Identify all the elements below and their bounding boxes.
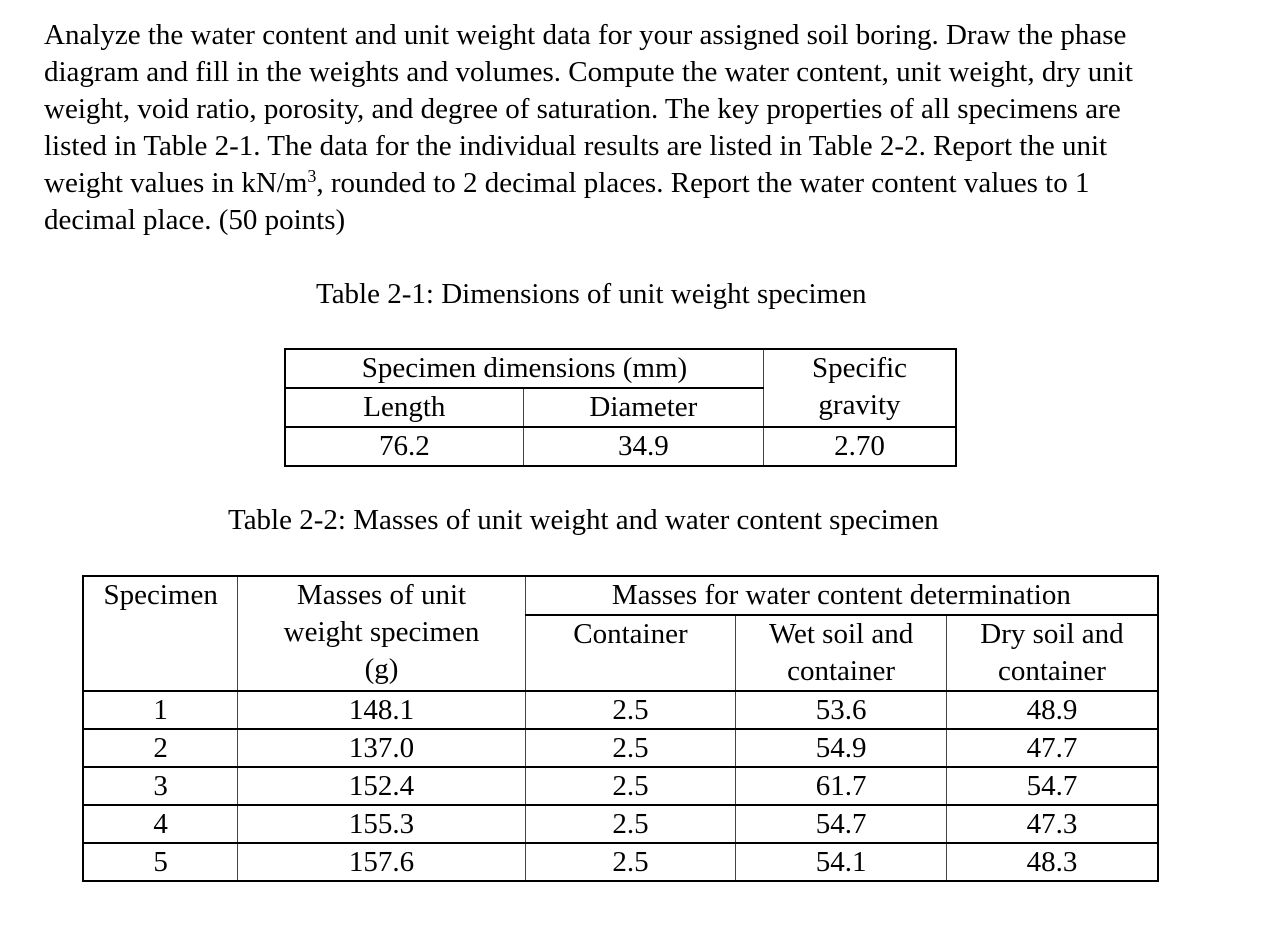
header-line: (g) — [364, 653, 399, 685]
table-2-1-caption: Table 2-1: Dimensions of unit weight spe… — [316, 278, 867, 310]
wet-cell: 54.7 — [735, 804, 947, 844]
header-line: weight specimen — [283, 616, 480, 648]
table-2-2: Specimen Masses of unit weight specimen … — [82, 575, 1159, 882]
specimen-header: Specimen — [82, 575, 239, 692]
wet-cell: 54.9 — [735, 728, 947, 768]
wet-cell: 54.1 — [735, 842, 947, 882]
instructions-line: listed in Table 2-1. The data for the in… — [44, 130, 1108, 162]
container-header: Container — [524, 614, 737, 692]
header-line: Dry soil and — [980, 618, 1124, 650]
unit-text: weight values in kN/m — [44, 167, 308, 199]
specimen-cell: 4 — [82, 804, 239, 844]
container-cell: 2.5 — [524, 728, 737, 768]
table-row: 3 152.4 2.5 61.7 54.7 — [82, 766, 1159, 806]
table-row: 5 157.6 2.5 54.1 48.3 — [82, 842, 1159, 882]
container-cell: 2.5 — [524, 804, 737, 844]
dry-cell: 48.9 — [945, 690, 1159, 730]
header-line: Wet soil and — [768, 618, 914, 650]
header-line: Masses of unit — [296, 579, 467, 611]
mass-cell: 152.4 — [237, 766, 526, 806]
instructions-line: diagram and fill in the weights and volu… — [44, 56, 1133, 88]
mass-cell: 155.3 — [237, 804, 526, 844]
header-line: container — [787, 655, 896, 687]
table-row: 2 137.0 2.5 54.9 47.7 — [82, 728, 1159, 768]
specimen-cell: 1 — [82, 690, 239, 730]
container-cell: 2.5 — [524, 842, 737, 882]
dry-cell: 47.7 — [945, 728, 1159, 768]
length-header: Length — [283, 387, 524, 428]
wet-cell: 53.6 — [735, 690, 947, 730]
superscript: 3 — [307, 166, 317, 186]
mass-cell: 157.6 — [237, 842, 526, 882]
dry-cell: 47.3 — [945, 804, 1159, 844]
specific-gravity-header: Specific gravity — [762, 348, 957, 428]
instructions-line: Analyze the water content and unit weigh… — [44, 19, 1127, 51]
container-cell: 2.5 — [524, 690, 737, 730]
table-2-2-caption: Table 2-2: Masses of unit weight and wat… — [228, 504, 939, 536]
specimen-cell: 3 — [82, 766, 239, 806]
mass-cell: 137.0 — [237, 728, 526, 768]
header-line: container — [997, 655, 1106, 687]
specimen-cell: 5 — [82, 842, 239, 882]
instructions-line: decimal place. (50 points) — [44, 204, 346, 236]
wet-cell: 61.7 — [735, 766, 947, 806]
specific-gravity-value: 2.70 — [762, 426, 957, 467]
table-row: 4 155.3 2.5 54.7 47.3 — [82, 804, 1159, 844]
specimen-dimensions-header: Specimen dimensions (mm) — [283, 348, 764, 389]
diameter-header: Diameter — [522, 387, 764, 428]
mass-header: Masses of unit weight specimen (g) — [237, 575, 526, 692]
header-line: gravity — [818, 389, 901, 421]
table-2-1: Specimen dimensions (mm) Specific gravit… — [283, 348, 957, 467]
water-content-group-header: Masses for water content determination — [524, 575, 1159, 616]
table-row: 1 148.1 2.5 53.6 48.9 — [82, 690, 1159, 730]
instructions-paragraph: Analyze the water content and unit weigh… — [44, 17, 1264, 239]
dry-soil-header: Dry soil and container — [945, 614, 1159, 692]
header-line: Specific — [811, 352, 907, 384]
wet-soil-header: Wet soil and container — [735, 614, 947, 692]
length-value: 76.2 — [283, 426, 524, 467]
mass-cell: 148.1 — [237, 690, 526, 730]
diameter-value: 34.9 — [522, 426, 764, 467]
dry-cell: 54.7 — [945, 766, 1159, 806]
instructions-line: weight values in kN/m3, rounded to 2 dec… — [44, 165, 1264, 202]
container-cell: 2.5 — [524, 766, 737, 806]
dry-cell: 48.3 — [945, 842, 1159, 882]
unit-text-rest: , rounded to 2 decimal places. Report th… — [316, 167, 1090, 199]
instructions-line: weight, void ratio, porosity, and degree… — [44, 93, 1121, 125]
specimen-cell: 2 — [82, 728, 239, 768]
